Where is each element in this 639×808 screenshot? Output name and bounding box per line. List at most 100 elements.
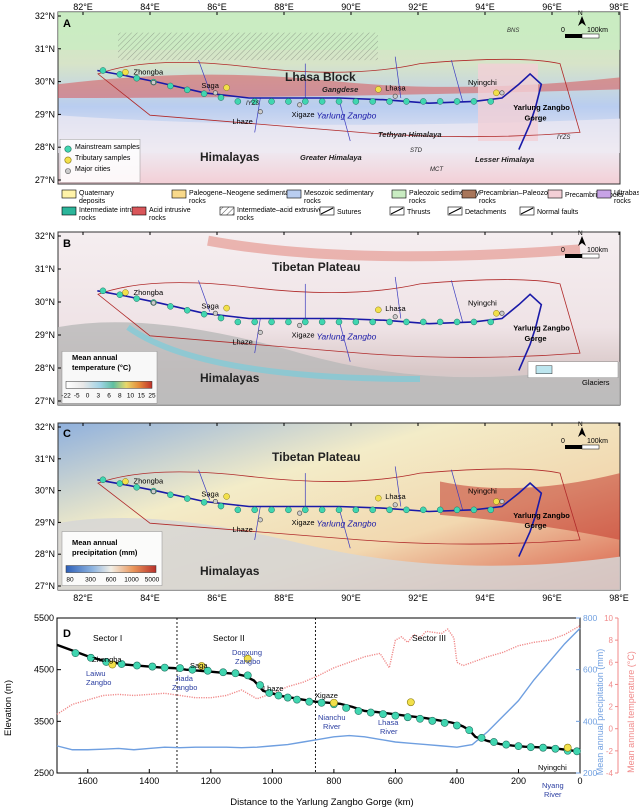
tributary-line	[451, 60, 463, 102]
anno-xigaze: Xigaze	[315, 691, 338, 700]
city-label-xigaze: Xigaze	[292, 110, 315, 119]
tributary-sample	[122, 478, 129, 485]
city-marker	[392, 314, 398, 320]
colorbar-temp-tick: 25	[148, 392, 156, 399]
panel-b-region-top: Tibetan Plateau	[272, 260, 360, 274]
mainstream-sample	[285, 506, 292, 514]
x-tick-label: 1400	[139, 776, 159, 786]
city-label-zhongba: Zhongba	[134, 68, 164, 77]
panel-b-region-bottom: Himalayas	[200, 371, 260, 385]
mainstream-sample-point	[160, 663, 169, 672]
legend-mainstream-icon	[64, 145, 72, 153]
legend-label-2: deposits	[79, 198, 106, 205]
inset-legend-mainstream: Mainstream samples	[75, 144, 140, 151]
inset-legend-tributary: Tributary samples	[75, 155, 131, 162]
mainstream-sample	[167, 303, 174, 310]
mainstream-sample	[386, 318, 393, 326]
city-marker	[297, 510, 303, 516]
tributary-sample	[375, 306, 382, 314]
anno-lhaze: Lhaze	[263, 684, 283, 693]
tributary-line	[198, 280, 211, 312]
lon-tick-bottom: 96°E	[542, 593, 562, 603]
mainstream-sample-point	[317, 698, 326, 707]
mainstream-sample-point	[188, 665, 197, 674]
mainstream-sample	[167, 82, 174, 90]
lon-tick-top: 84°E	[140, 2, 160, 12]
lon-tick-top: 94°E	[475, 2, 495, 12]
mainstream-sample	[453, 506, 461, 514]
mainstream-sample-point	[219, 668, 228, 677]
city-label-lhaze: Lhaze	[232, 117, 252, 126]
profile-chart: 1600 1400 1200 1000 800 600 400 200 025003500450…	[34, 613, 619, 786]
plot-area	[56, 617, 581, 774]
tributary-line	[254, 318, 261, 354]
scale-bar-segment	[581, 253, 600, 259]
lat-tick: 28°N	[35, 142, 55, 152]
legend-line-symbol	[520, 207, 534, 215]
mainstream-sample-point	[148, 662, 157, 671]
legend-label-2: rocks	[189, 198, 206, 205]
legend-label: Acid intrusive	[149, 207, 191, 214]
catchment-outline	[97, 58, 581, 138]
mainstream-sample	[335, 318, 343, 326]
mainstream-sample	[99, 67, 107, 74]
x-tick-label: 1000	[262, 776, 282, 786]
mainstream-sample	[251, 98, 258, 105]
anno-nyingchi: Nyingchi	[538, 763, 567, 772]
city-label-saga: Saga	[201, 81, 219, 90]
lat-tick: 30°N	[35, 486, 55, 496]
mainstream-sample	[335, 506, 343, 514]
anno-nianchu-1: Nianchu	[318, 713, 346, 722]
tributary-sample-point	[563, 743, 572, 752]
legend-swatch	[61, 189, 77, 199]
mainstream-sample	[403, 98, 410, 105]
mainstream-sample-point	[231, 669, 240, 678]
panel-a-region-top: Lhasa Block	[285, 70, 356, 84]
mainstream-sample	[420, 506, 427, 514]
mainstream-sample	[200, 310, 208, 318]
mainstream-sample-point	[514, 742, 523, 751]
x-axis-label: Distance to the Yarlung Zangbo Gorge (km…	[230, 797, 413, 808]
mainstream-sample	[352, 318, 360, 326]
lon-tick-bottom: 88°E	[274, 593, 294, 603]
label-mct: MCT	[430, 167, 444, 173]
scale-zero: 0	[561, 247, 565, 254]
panel-a-region-bottom: Himalayas	[200, 150, 260, 164]
tributary-sample	[223, 84, 230, 91]
y-right2-tick-label: 8	[609, 636, 614, 645]
scale-bar-segment	[581, 444, 600, 450]
colorbar-temp-tick: -5	[74, 392, 80, 399]
series-temperature	[56, 625, 581, 715]
mainstream-sample-point	[453, 721, 461, 730]
y-right2-tick-label: -4	[606, 769, 614, 778]
legend-label: Precambrian rocks	[565, 192, 624, 199]
tributary-line	[451, 469, 463, 510]
anno-lhasa-2: River	[380, 727, 398, 736]
city-label-saga: Saga	[201, 301, 219, 310]
mainstream-sample	[318, 318, 326, 326]
tributary-sample	[375, 86, 382, 93]
tributary-line	[394, 56, 402, 99]
panel-c-letter: C	[63, 428, 71, 440]
mainstream-sample	[234, 506, 242, 514]
mainstream-sample-point	[573, 747, 581, 756]
mainstream-sample	[217, 94, 225, 101]
anno-nyang-2: River	[544, 790, 562, 799]
city-label-lhasa: Lhasa	[385, 304, 406, 313]
legend-swatch	[61, 206, 77, 216]
mainstream-sample	[200, 499, 208, 506]
mainstream-sample	[369, 506, 376, 514]
lat-tick: 32°N	[35, 11, 55, 21]
mainstream-sample	[403, 318, 410, 326]
colorbar-temp-tick: 0	[86, 392, 90, 399]
colorbar-prec-tick: 5000	[145, 577, 160, 584]
map-panel-c: 80 300 600 1000 5000 Zhongba Saga Lhaze Xigaze Lh…	[35, 421, 629, 603]
scale-zero: 0	[561, 27, 565, 34]
tributary-sample	[493, 310, 500, 317]
lon-tick-top: 90°E	[341, 2, 361, 12]
city-marker	[212, 498, 218, 504]
inset-legend-box	[59, 139, 141, 183]
y-right2-tick-label: 2	[609, 703, 614, 712]
gorge-label-2: Gorge	[524, 521, 546, 530]
mainstream-sample-point	[440, 718, 449, 727]
